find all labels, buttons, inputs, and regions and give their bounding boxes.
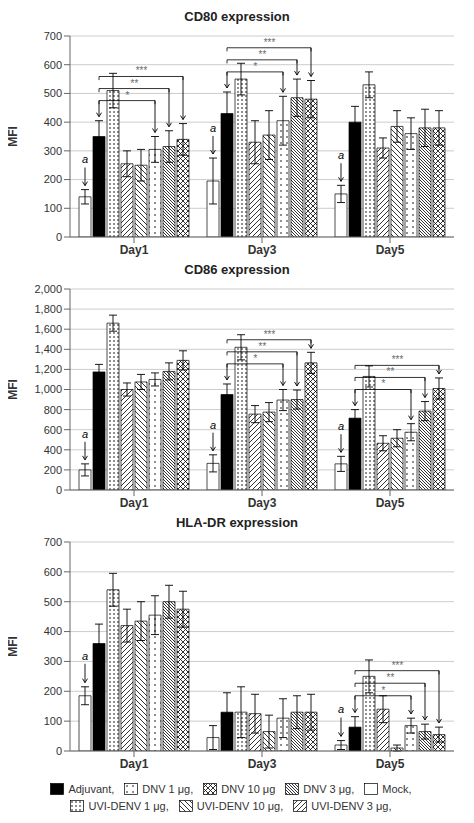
svg-text:a: a [82,428,88,440]
html-text:DNV 3 μg,: DNV 3 μg, [303,783,355,795]
svg-text:200: 200 [44,173,62,185]
svg-text:Day1: Day1 [120,243,149,257]
svg-text:500: 500 [44,87,62,99]
svg-text:Day3: Day3 [248,496,277,510]
svg-text:400: 400 [44,625,62,637]
html-text:UVI-DENV 1 μg,: UVI-DENV 1 μg, [88,800,169,812]
svg-text:***: *** [263,329,276,340]
svg-text:300: 300 [44,145,62,157]
svg-text:a: a [210,122,216,134]
svg-text:600: 600 [44,566,62,578]
svg-text:700: 700 [44,536,62,548]
svg-text:400: 400 [44,116,62,128]
svg-text:***: *** [391,354,404,365]
svg-text:Day3: Day3 [248,757,277,771]
html-text:CD80 expression: CD80 expression [184,9,290,24]
svg-text:***: *** [263,37,276,48]
html-text:HLA-DR expression: HLA-DR expression [176,515,298,530]
svg-text:Day3: Day3 [248,243,277,257]
html-text:DNV 10 μg: DNV 10 μg [221,783,276,795]
svg-text:400: 400 [44,444,62,456]
svg-text:100: 100 [44,202,62,214]
svg-text:MFI: MFI [8,636,20,657]
svg-text:500: 500 [44,596,62,608]
html-text:Adjuvant,: Adjuvant, [68,783,115,795]
svg-text:*: * [381,378,386,389]
svg-text:Day5: Day5 [376,496,405,510]
svg-text:***: *** [135,65,148,76]
svg-text:a: a [82,650,88,662]
svg-text:600: 600 [44,59,62,71]
svg-text:*: * [381,685,386,696]
svg-text:0: 0 [56,231,62,243]
html-text:DNV 1 μg,: DNV 1 μg, [142,783,194,795]
svg-text:1,800: 1,800 [34,303,62,315]
svg-text:**: ** [130,78,139,89]
svg-text:1,200: 1,200 [34,363,62,375]
svg-text:a: a [210,419,216,431]
svg-text:MFI: MFI [8,126,20,147]
svg-text:0: 0 [56,484,62,496]
svg-text:100: 100 [44,715,62,727]
svg-text:1,400: 1,400 [34,343,62,355]
svg-text:800: 800 [44,404,62,416]
svg-text:1,000: 1,000 [34,383,62,395]
svg-text:1,600: 1,600 [34,323,62,335]
html-text:UVI-DENV 10 μg,: UVI-DENV 10 μg, [196,800,284,812]
svg-text:a: a [338,149,344,161]
svg-text:300: 300 [44,655,62,667]
svg-text:a: a [82,153,88,165]
svg-text:700: 700 [44,30,62,42]
html-text:CD86 expression: CD86 expression [184,262,290,277]
svg-text:*: * [125,90,130,101]
svg-text:**: ** [386,366,395,377]
svg-text:*: * [253,61,258,72]
svg-text:Day5: Day5 [376,243,405,257]
svg-text:MFI: MFI [8,379,20,400]
svg-text:***: *** [391,660,404,671]
svg-text:**: ** [258,341,267,352]
svg-text:2,000: 2,000 [34,283,62,295]
svg-text:**: ** [386,672,395,683]
svg-text:200: 200 [44,464,62,476]
svg-text:**: ** [258,49,267,60]
svg-text:600: 600 [44,424,62,436]
html-text:UVI-DENV 3 μg,: UVI-DENV 3 μg, [311,800,392,812]
svg-text:0: 0 [56,745,62,757]
svg-text:Day5: Day5 [376,757,405,771]
svg-text:a: a [338,703,344,715]
svg-text:200: 200 [44,685,62,697]
svg-text:Day1: Day1 [120,757,149,771]
html-text:Mock,: Mock, [382,783,412,795]
svg-text:*: * [253,353,258,364]
svg-text:a: a [338,420,344,432]
svg-text:Day1: Day1 [120,496,149,510]
